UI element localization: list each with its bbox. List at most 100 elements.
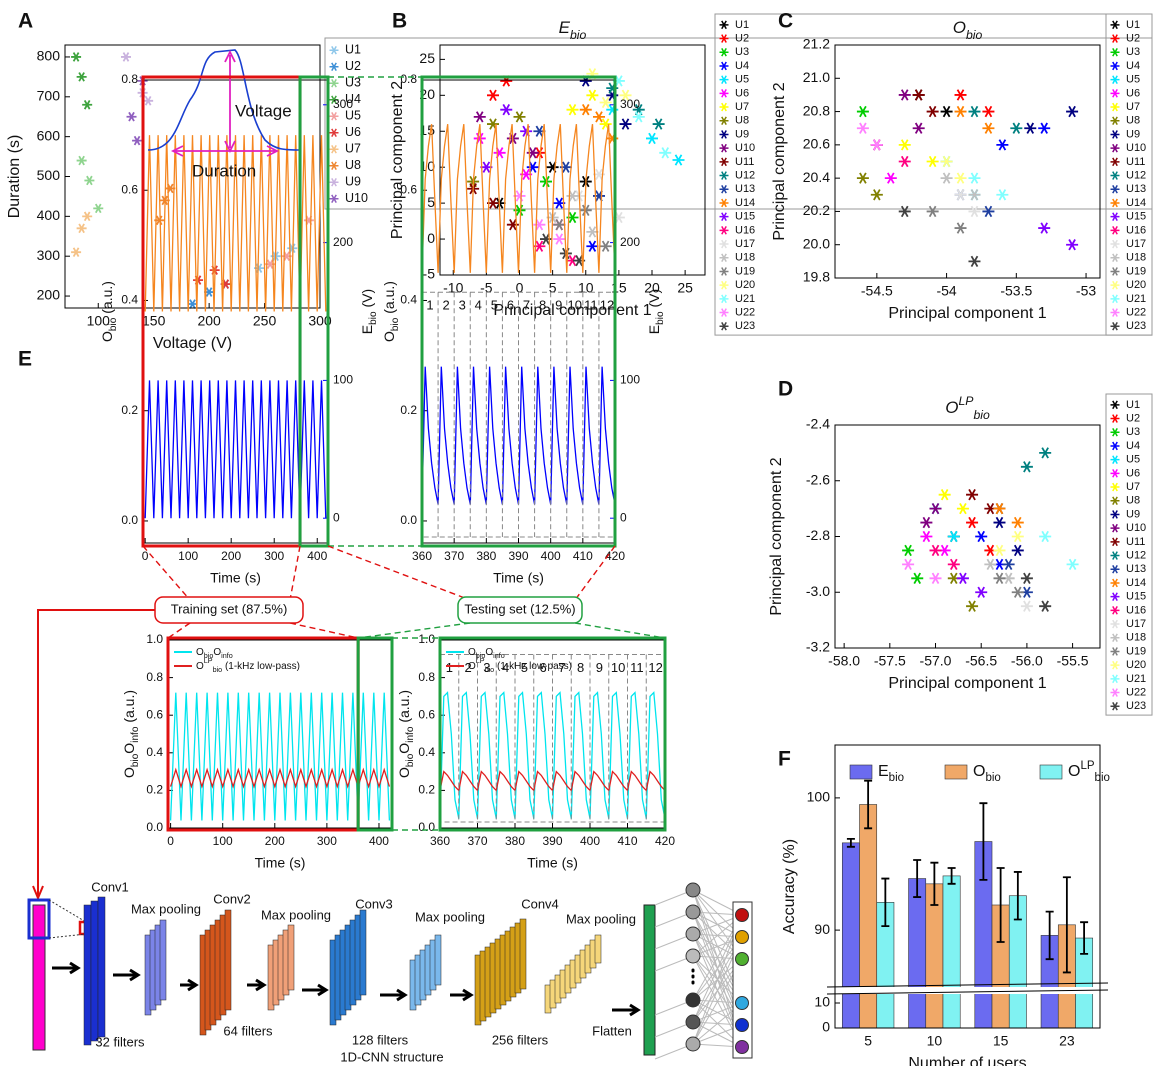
y-tick-label: 800 — [37, 48, 61, 64]
feature-map — [83, 904, 92, 1046]
input-window — [27, 898, 51, 940]
point — [1066, 105, 1079, 118]
cycle-label: 3 — [459, 298, 466, 313]
y-tick-label: 500 — [37, 167, 61, 183]
cnn-label: 32 filters — [95, 1034, 145, 1049]
point — [1020, 600, 1033, 612]
y-tick-label: -2.4 — [806, 416, 830, 432]
point — [553, 233, 566, 245]
y-axis-label: Principal component 2 — [771, 82, 788, 240]
legend-marker — [1110, 116, 1120, 126]
point — [500, 104, 513, 116]
point — [1038, 222, 1051, 234]
zoom-connector — [328, 76, 422, 547]
output-node — [735, 908, 749, 922]
point — [513, 111, 526, 123]
y-tick-label: 700 — [37, 88, 61, 104]
legend-marker — [1110, 660, 1120, 670]
text-part: bio — [368, 311, 379, 325]
point — [619, 118, 632, 130]
legend-label: U18 — [1126, 252, 1146, 264]
legend-marker — [1110, 239, 1120, 249]
legend-marker — [1110, 701, 1120, 711]
point — [1011, 530, 1024, 543]
text-part: O — [485, 647, 493, 658]
point — [975, 586, 988, 598]
legend-marker — [329, 111, 339, 121]
legend-label: U1 — [1126, 19, 1140, 31]
legend-label: U6 — [1126, 87, 1140, 99]
input-signal — [32, 904, 46, 1051]
text-part: O — [945, 398, 958, 417]
legend-marker — [1110, 455, 1120, 464]
legend-label: U1 — [735, 19, 749, 31]
cycle-label: 10 — [611, 660, 625, 675]
y2-tick-label: 200 — [333, 235, 353, 249]
point — [187, 299, 198, 309]
legend-label: U19 — [1126, 265, 1146, 277]
legend-label: U20 — [735, 279, 755, 291]
legend-label: U5 — [1126, 74, 1140, 86]
x-tick-label: 360 — [412, 549, 432, 563]
y-tick-label: 0.4 — [418, 745, 435, 759]
point — [940, 155, 953, 168]
x-tick-label: 10 — [578, 280, 594, 296]
y-tick-label: 100 — [807, 789, 831, 805]
legend-label: U7 — [1126, 481, 1140, 493]
testing-frame — [356, 636, 394, 832]
y-tick-label: 0.6 — [146, 707, 163, 721]
point — [84, 175, 95, 186]
legend-label: OLPbio — [1068, 760, 1110, 784]
panel-label: E — [18, 348, 32, 371]
series-line — [144, 380, 327, 519]
x-tick-label: 200 — [221, 549, 241, 563]
legend-box — [1105, 13, 1153, 336]
error-bar — [864, 779, 873, 830]
text-part: (1-kHz low-pass) — [494, 661, 572, 672]
legend-label: U12 — [1126, 549, 1146, 561]
text-part: (1-kHz low-pass) — [222, 661, 300, 672]
point — [120, 52, 131, 62]
legend-marker — [1110, 619, 1120, 629]
x-tick-label: -54.5 — [861, 283, 893, 299]
point — [898, 155, 911, 168]
y-axis-label: Duration (s) — [6, 135, 23, 219]
split-connector — [167, 622, 359, 639]
point — [473, 111, 486, 123]
x-tick-label: -57.0 — [920, 653, 952, 669]
text-part: (a.u.) — [381, 281, 397, 318]
cycle-label: 5 — [521, 660, 528, 675]
point — [870, 189, 883, 201]
y-tick-label: 21.2 — [803, 36, 830, 52]
legend-marker — [719, 61, 729, 71]
legend-label: U23 — [1126, 700, 1146, 712]
point — [982, 105, 995, 118]
legend-label: U14 — [735, 197, 755, 209]
x-tick-label: 0 — [516, 280, 524, 296]
y-tick-label: 0.2 — [146, 783, 163, 797]
point — [954, 105, 967, 118]
point — [586, 89, 599, 101]
legend-marker — [329, 45, 339, 55]
point — [1038, 122, 1051, 134]
legend-marker — [1110, 34, 1120, 43]
point — [993, 516, 1006, 529]
point — [966, 600, 979, 612]
error-bar — [1080, 921, 1089, 955]
plot-frame — [439, 44, 706, 276]
legend-marker — [1110, 510, 1120, 519]
cycle-label: 11 — [630, 660, 644, 675]
axis-break-line — [826, 982, 1109, 988]
x-axis-label: Principal component 1 — [888, 675, 1046, 692]
x-tick-label: -53.5 — [1000, 283, 1032, 299]
x-tick-label: 5 — [864, 1033, 872, 1049]
text-part: info — [130, 726, 141, 743]
point — [912, 122, 925, 134]
cnn-label: Conv3 — [355, 896, 393, 911]
cycle-label: 4 — [475, 298, 482, 313]
text-part: O — [196, 647, 204, 658]
error-bar — [881, 877, 890, 928]
legend-label: U11 — [735, 156, 754, 168]
point — [856, 105, 869, 118]
